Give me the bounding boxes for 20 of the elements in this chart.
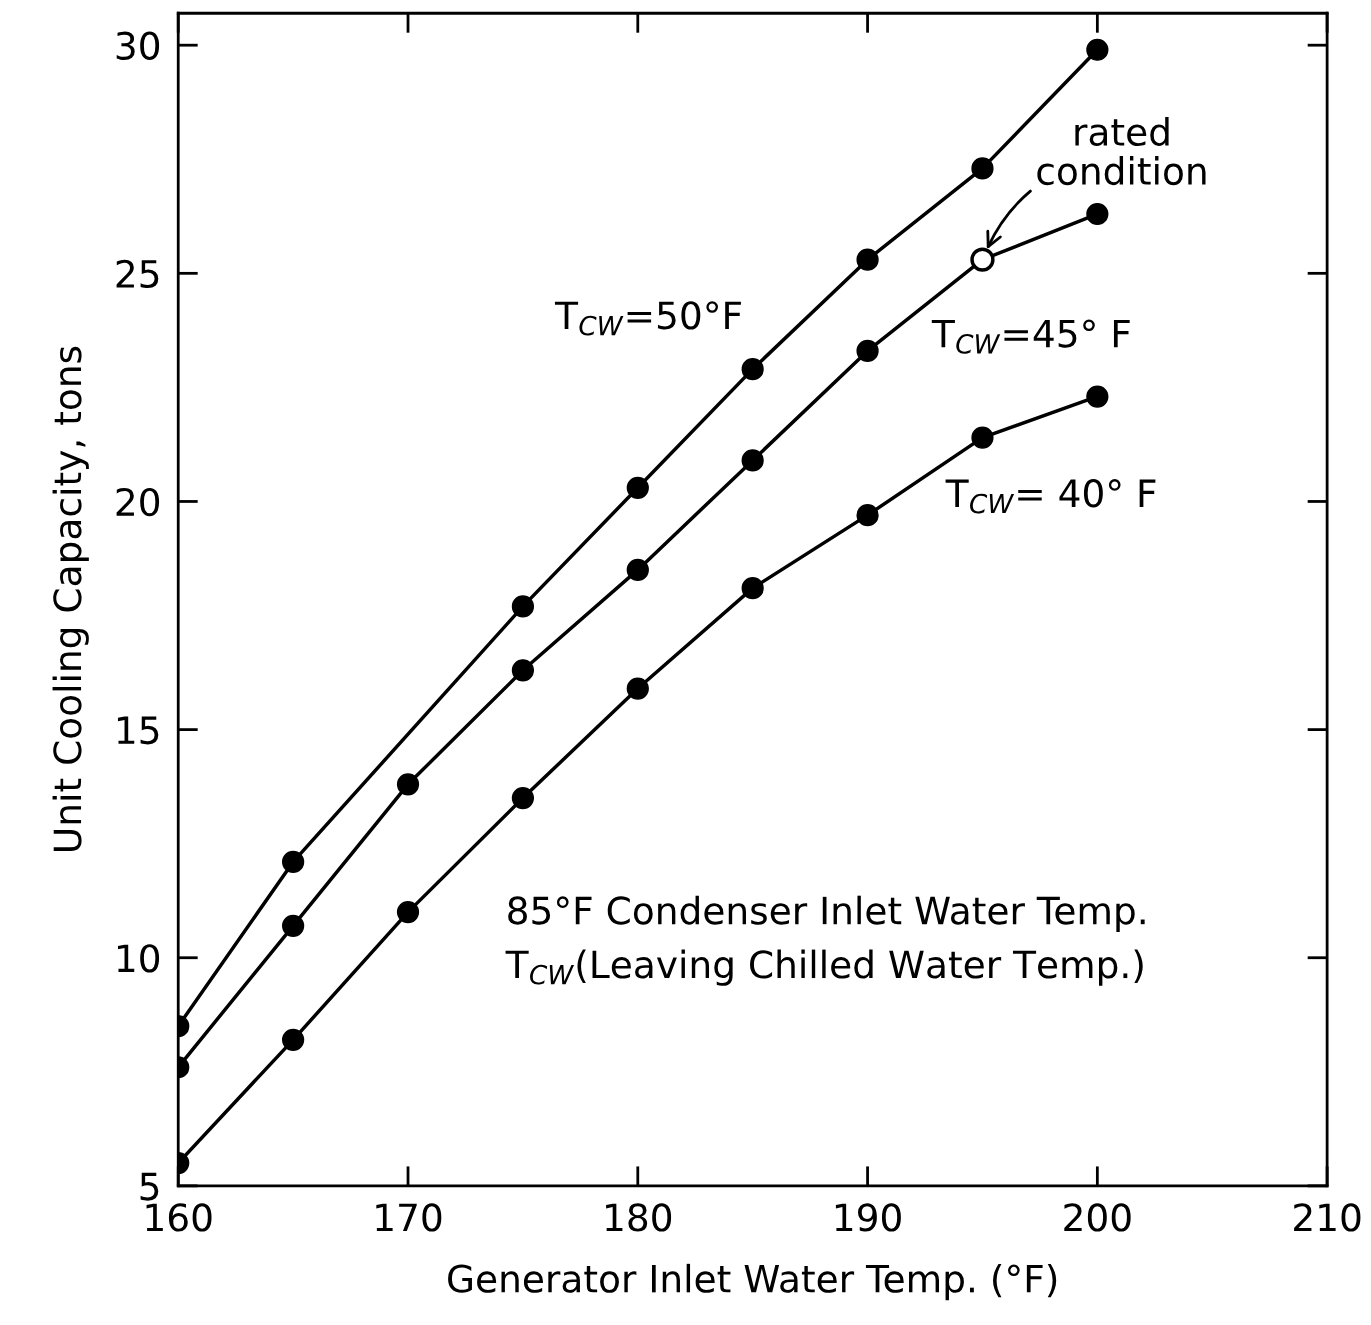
- y-tick-label: 20: [116, 487, 160, 517]
- y-tick-label: 30: [116, 31, 160, 60]
- x-tick-label: 190: [835, 1203, 901, 1232]
- annotation: rated condition: [1037, 116, 1206, 186]
- series-label: T$_{CW}$=50°F: [554, 301, 741, 336]
- series-label: T$_{CW}$=45° F: [931, 319, 1130, 354]
- y-tick-label: 10: [117, 944, 160, 973]
- x-tick-label: 180: [606, 1203, 672, 1232]
- x-tick-label: 170: [376, 1203, 442, 1232]
- y-tick-label: 25: [116, 259, 159, 289]
- x-axis-title: Generator Inlet Water Temp. (°F): [448, 1263, 1057, 1301]
- x-tick-label: 200: [1064, 1203, 1131, 1232]
- y-axis-title: Unit Cooling Capacity, tons: [52, 346, 89, 851]
- series-label: T$_{CW}$= 40° F: [945, 479, 1156, 514]
- x-tick-label: 210: [1294, 1203, 1361, 1232]
- annotation: 85°F Condenser Inlet Water Temp.: [508, 895, 1145, 932]
- y-tick-label: 5: [140, 1172, 159, 1201]
- y-tick-label: 15: [117, 716, 159, 745]
- annotation: T$_{CW}$(Leaving Chilled Water Temp.): [505, 949, 1143, 986]
- x-tick-label: 160: [146, 1203, 212, 1232]
